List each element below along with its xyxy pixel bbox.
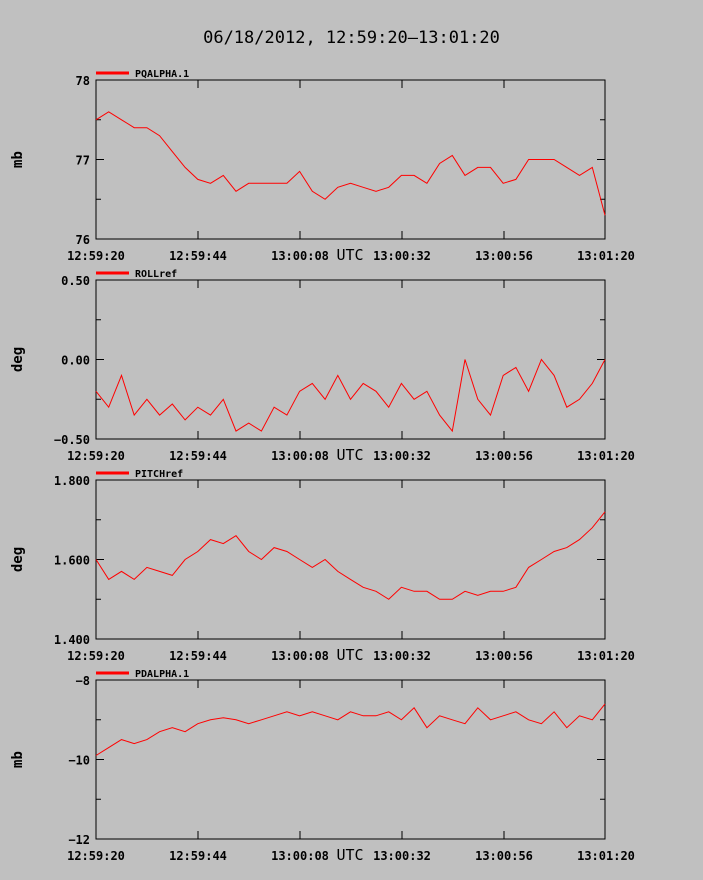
y-tick-label: 77 xyxy=(76,154,90,168)
legend-label: PITCHref xyxy=(135,469,183,480)
x-tick-label: 12:59:44 xyxy=(169,849,227,863)
y-axis-label: deg xyxy=(10,547,26,572)
plot-frame xyxy=(95,679,606,840)
y-tick-label: 76 xyxy=(76,233,90,247)
x-tick-label: 13:00:08 xyxy=(271,649,329,663)
series-line-pqalpha-1 xyxy=(95,111,606,216)
x-tick-label: 13:00:56 xyxy=(475,849,533,863)
x-tick-label: 12:59:44 xyxy=(169,449,227,463)
y-tick-label: −8 xyxy=(76,674,90,688)
x-tick-label: 13:01:20 xyxy=(577,449,635,463)
y-axis-label: mb xyxy=(10,751,26,768)
x-tick-label: 13:01:20 xyxy=(577,849,635,863)
page-title: 06/18/2012, 12:59:20–13:01:20 xyxy=(203,28,500,48)
y-axis-label: deg xyxy=(10,347,26,372)
plot-frame xyxy=(95,279,606,440)
series-line-pdalpha-1 xyxy=(95,703,606,756)
y-tick-label: 0.00 xyxy=(61,354,90,368)
x-tick-label: 13:00:08 xyxy=(271,849,329,863)
x-tick-label: 12:59:20 xyxy=(67,449,125,463)
chart-panel-4: −8 −10 −12 mb 12:59:20 12:59:44 13:00:08 13:00:… xyxy=(10,669,635,864)
series-line-pitchref xyxy=(95,511,606,600)
y-tick-label: 78 xyxy=(76,74,90,88)
legend-label: PQALPHA.1 xyxy=(135,69,189,80)
x-tick-label: 13:00:32 xyxy=(373,849,431,863)
plot-frame xyxy=(95,479,606,640)
x-tick-label: 12:59:44 xyxy=(169,249,227,263)
x-tick-label: 13:00:32 xyxy=(373,249,431,263)
x-tick-label: 13:00:08 xyxy=(271,449,329,463)
x-tick-label: 13:01:20 xyxy=(577,649,635,663)
x-tick-label: 13:00:56 xyxy=(475,649,533,663)
x-axis-unit-label: UTC xyxy=(336,646,363,664)
chart-panel-1: 78 77 76 mb 12:59:20 12:59:44 13:00:08 13:00:32… xyxy=(10,69,635,264)
legend-label: ROLLref xyxy=(135,269,177,280)
y-axis-label: mb xyxy=(10,151,26,168)
x-tick-label: 13:00:32 xyxy=(373,449,431,463)
chart-panel-3: 1.800 1.600 1.400 deg 12:59:20 12:59:44 13:00:… xyxy=(10,469,635,664)
x-tick-label: 12:59:20 xyxy=(67,249,125,263)
chart-panel-2: 0.50 0.00 −0.50 deg 12:59:20 12:59:44 13:00:08… xyxy=(10,269,635,464)
y-tick-label: −10 xyxy=(68,754,90,768)
x-axis-unit-label: UTC xyxy=(336,446,363,464)
x-tick-label: 12:59:20 xyxy=(67,849,125,863)
x-tick-label: 12:59:20 xyxy=(67,649,125,663)
y-tick-label: −12 xyxy=(68,833,90,847)
y-tick-label: 1.800 xyxy=(54,474,90,488)
x-tick-label: 13:00:08 xyxy=(271,249,329,263)
x-axis-unit-label: UTC xyxy=(336,246,363,264)
x-tick-label: 12:59:44 xyxy=(169,649,227,663)
x-axis-unit-label: UTC xyxy=(336,846,363,864)
x-tick-label: 13:00:56 xyxy=(475,449,533,463)
x-tick-label: 13:00:56 xyxy=(475,249,533,263)
y-tick-label: 1.600 xyxy=(54,554,90,568)
y-tick-label: 1.400 xyxy=(54,633,90,647)
x-tick-label: 13:01:20 xyxy=(577,249,635,263)
series-line-rollref xyxy=(95,358,606,433)
legend-label: PDALPHA.1 xyxy=(135,669,189,680)
y-tick-label: −0.50 xyxy=(54,433,90,447)
y-tick-label: 0.50 xyxy=(61,274,90,288)
x-tick-label: 13:00:32 xyxy=(373,649,431,663)
